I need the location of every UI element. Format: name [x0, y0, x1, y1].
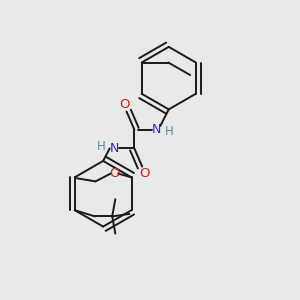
Text: O: O: [109, 167, 120, 180]
Text: N: N: [152, 123, 161, 136]
Text: O: O: [119, 98, 129, 111]
Text: H: H: [164, 125, 173, 138]
Text: H: H: [97, 140, 106, 153]
Text: N: N: [110, 142, 119, 155]
Text: O: O: [140, 167, 150, 180]
